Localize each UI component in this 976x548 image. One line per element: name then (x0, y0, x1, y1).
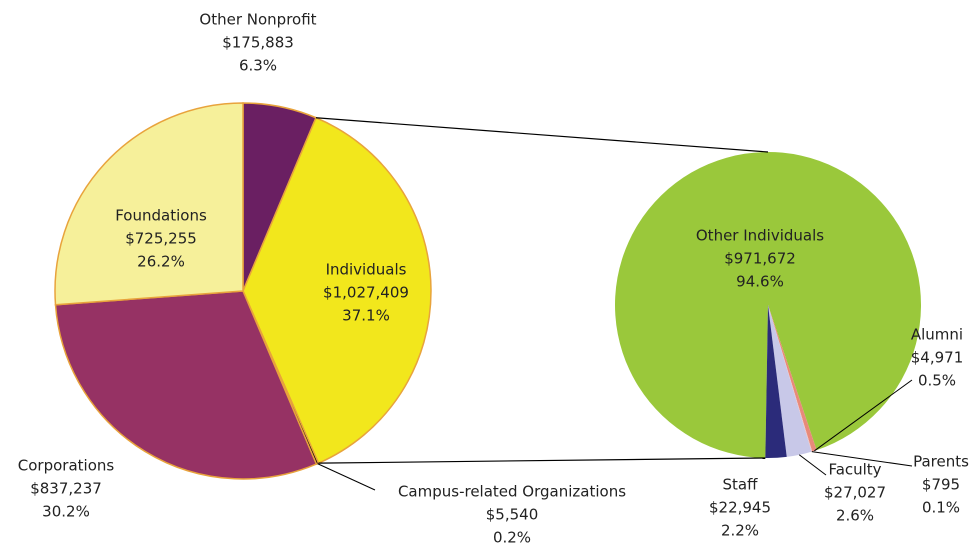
slice-value-label: $4,971 (911, 349, 964, 367)
pie-slice (242, 116, 432, 465)
slice-percent-label: 0.5% (918, 372, 956, 390)
slice-percent-label: 0.2% (493, 529, 531, 547)
pie-slice (54, 102, 244, 306)
slice-percent-label: 2.6% (836, 507, 874, 525)
pie-slice (54, 290, 318, 480)
slice-label: Staff (723, 476, 759, 494)
slice-percent-label: 6.3% (239, 57, 277, 75)
pie-slice (768, 305, 812, 457)
slice-value-label: $837,237 (30, 480, 102, 498)
pie-slice (768, 305, 817, 452)
slice-label: Campus-related Organizations (398, 483, 626, 501)
slice-label: Parents (913, 453, 969, 471)
slice-label: Corporations (18, 457, 115, 475)
slice-percent-label: 2.2% (721, 522, 759, 540)
slice-value-label: $1,027,409 (323, 284, 409, 302)
slice-percent-label: 26.2% (137, 253, 185, 271)
connector-line (315, 117, 769, 153)
slice-value-label: $795 (922, 476, 960, 494)
slice-label: Other Individuals (696, 227, 824, 245)
slice-label: Individuals (326, 261, 407, 279)
pie-slice (768, 305, 813, 452)
slice-value-label: $22,945 (709, 499, 771, 517)
leader-line (811, 451, 913, 467)
pie-slice (765, 305, 787, 458)
slice-label: Alumni (911, 326, 963, 344)
slice-value-label: $971,672 (724, 250, 796, 268)
slice-label: Foundations (115, 207, 207, 225)
slice-value-label: $27,027 (824, 484, 886, 502)
slice-value-label: $725,255 (125, 230, 197, 248)
slice-value-label: $5,540 (486, 506, 539, 524)
leader-line (798, 454, 827, 476)
leader-line (317, 463, 376, 491)
slice-percent-label: 94.6% (736, 273, 784, 291)
pie-slice (615, 151, 922, 458)
slice-label: Faculty (828, 461, 881, 479)
leader-line (814, 379, 913, 452)
slice-percent-label: 37.1% (342, 307, 390, 325)
connector-line (318, 457, 766, 464)
slice-percent-label: 0.1% (922, 499, 960, 517)
slice-value-label: $175,883 (222, 34, 294, 52)
slice-percent-label: 30.2% (42, 503, 90, 521)
slice-label: Other Nonprofit (199, 11, 316, 29)
